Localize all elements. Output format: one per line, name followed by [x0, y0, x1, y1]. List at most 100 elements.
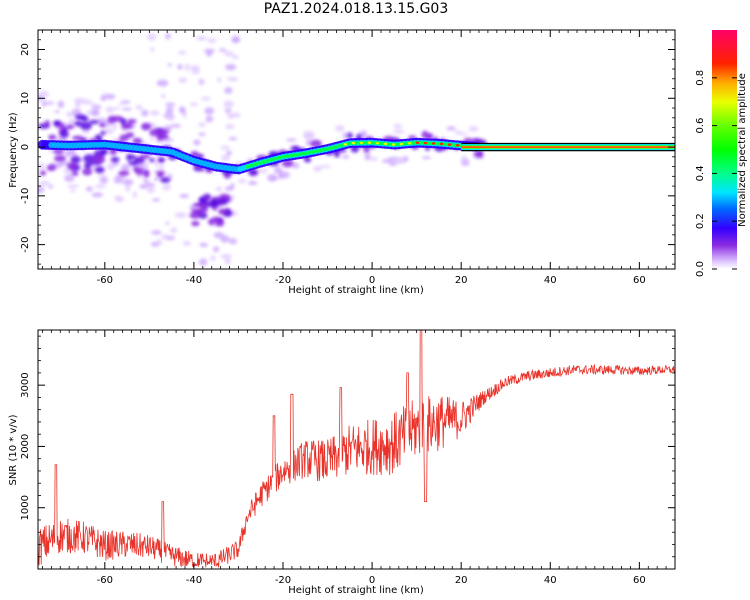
colorbar-gradient: [712, 30, 737, 269]
heatmap-cell: [216, 77, 222, 83]
heatmap-cell: [158, 158, 164, 163]
heatmap-cell: [182, 240, 192, 246]
heatmap-cell: [261, 160, 266, 164]
snr-x-label: Height of straight line (km): [288, 585, 424, 596]
heatmap-cell: [209, 255, 216, 261]
spectrogram-x-tick-label: -20: [275, 275, 291, 286]
heatmap-cell: [182, 111, 187, 119]
heatmap-cell: [191, 220, 200, 227]
heatmap-cell: [231, 38, 241, 42]
heatmap-cell: [455, 144, 460, 147]
heatmap-cell: [227, 112, 235, 120]
heatmap-cell: [84, 161, 92, 169]
spectrogram-x-label: Height of straight line (km): [288, 285, 424, 296]
snr-y-label: SNR (10 * v/v): [8, 414, 19, 485]
heatmap-cell: [333, 145, 338, 149]
heatmap-cell: [407, 142, 412, 145]
heatmap-cell: [363, 148, 370, 153]
heatmap-cell: [57, 100, 65, 109]
snr-x-tick-label: 0: [369, 575, 375, 586]
heatmap-cell: [370, 157, 378, 162]
heatmap-cell: [310, 139, 322, 148]
heatmap-cell: [423, 141, 428, 145]
heatmap-cell: [122, 178, 134, 186]
snr-panel: -60 -40 -20 0 20 40 60 1000 2000 3000 Height of s…: [8, 329, 676, 596]
heatmap-cell: [198, 132, 206, 137]
heatmap-cell: [165, 106, 174, 114]
heatmap-cell: [94, 166, 105, 174]
heatmap-cell: [179, 194, 190, 199]
heatmap-cell: [329, 146, 334, 150]
heatmap-cell: [177, 64, 183, 70]
heatmap-cell: [107, 115, 117, 124]
heatmap-cell: [133, 166, 139, 172]
heatmap-constant-band: [461, 142, 675, 152]
colorbar-label: Normalized spectral amplitude: [737, 73, 748, 227]
heatmap-cell: [347, 132, 353, 139]
heatmap-cell: [110, 156, 120, 163]
heatmap-cell: [174, 212, 187, 219]
heatmap-cell: [40, 98, 47, 102]
heatmap-cell: [281, 159, 294, 168]
heatmap-cell: [231, 55, 239, 60]
heatmap-cell: [146, 33, 157, 41]
heatmap-cell: [120, 118, 127, 125]
heatmap-cell: [157, 129, 170, 134]
heatmap-cell: [454, 130, 462, 135]
heatmap-cell: [247, 181, 258, 186]
heatmap-cell: [273, 166, 283, 175]
heatmap-cell: [135, 104, 143, 111]
heatmap-cell: [375, 141, 380, 145]
heatmap-cell: [91, 103, 97, 111]
heatmap-cell: [44, 120, 50, 127]
heatmap-cell: [257, 161, 262, 165]
heatmap-cell: [143, 169, 150, 178]
heatmap-cell: [178, 50, 187, 55]
heatmap-cell: [170, 227, 178, 233]
heatmap-cell: [165, 33, 171, 40]
heatmap-cell: [162, 184, 171, 191]
heatmap-cell: [460, 155, 468, 162]
heatmap-cell: [199, 206, 209, 213]
heatmap-cell: [139, 154, 151, 159]
heatmap-cell: [210, 198, 219, 207]
heatmap-cell: [106, 163, 115, 171]
heatmap-cell: [193, 139, 201, 146]
spectrogram-x-tick-label: -40: [186, 275, 202, 286]
heatmap-cell: [292, 162, 300, 169]
heatmap-cell: [228, 238, 238, 245]
heatmap-cell: [364, 152, 371, 161]
heatmap-cell: [132, 190, 137, 199]
heatmap-cell: [473, 150, 484, 158]
heatmap-cell: [168, 116, 175, 121]
heatmap-cell: [54, 155, 66, 162]
heatmap-cell: [100, 130, 106, 136]
heatmap-cell: [211, 216, 223, 223]
heatmap-cell: [313, 165, 322, 172]
heatmap-cell: [198, 212, 208, 219]
heatmap-cell: [159, 163, 164, 171]
spectrogram-y-tick-label: 0: [20, 144, 31, 150]
spectrogram-x-tick-label: 20: [455, 275, 468, 286]
heatmap-cell: [232, 112, 241, 118]
figure-title: PAZ1.2024.018.13.15.G03: [263, 1, 449, 17]
heatmap-cell: [199, 242, 208, 248]
heatmap-cell: [141, 109, 149, 117]
heatmap-cell: [119, 134, 130, 142]
heatmap-cell: [226, 76, 239, 82]
heatmap-cell: [167, 63, 172, 67]
heatmap-cell: [38, 162, 45, 170]
heatmap-cell: [228, 195, 236, 200]
heatmap-cell: [228, 136, 238, 141]
heatmap-cell: [256, 168, 269, 174]
colorbar-ticks: 0.0 0.2 0.4 0.6 0.8: [695, 70, 737, 277]
heatmap-cell: [293, 153, 298, 157]
heatmap-cell: [156, 79, 169, 87]
heatmap-cell: [392, 129, 405, 134]
heatmap-cell: [143, 178, 148, 183]
heatmap-cell: [160, 177, 171, 183]
heatmap-cell: [112, 122, 117, 131]
heatmap-cell: [100, 148, 108, 155]
heatmap-cell: [220, 145, 230, 150]
heatmap-cell: [245, 164, 250, 169]
